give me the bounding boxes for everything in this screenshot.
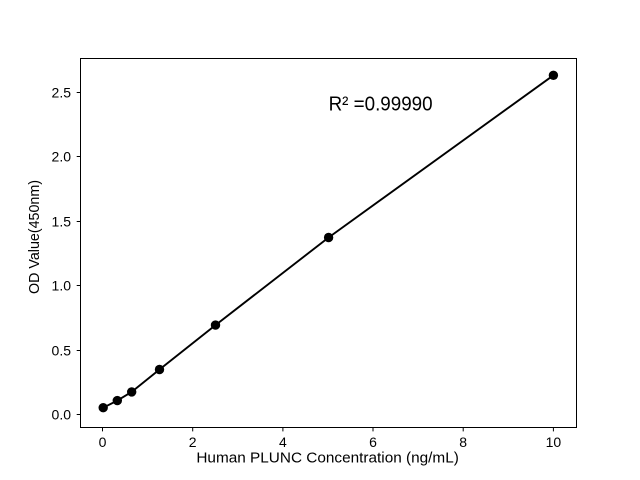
svg-text:0: 0 bbox=[99, 434, 107, 450]
svg-text:4: 4 bbox=[279, 434, 287, 450]
svg-text:10: 10 bbox=[546, 434, 562, 450]
svg-text:R² =0.99990: R² =0.99990 bbox=[329, 94, 433, 116]
svg-text:2: 2 bbox=[189, 434, 197, 450]
svg-text:6: 6 bbox=[369, 434, 377, 450]
svg-text:OD Value(450nm): OD Value(450nm) bbox=[26, 180, 43, 294]
svg-text:1.5: 1.5 bbox=[52, 214, 72, 230]
svg-text:8: 8 bbox=[459, 434, 467, 450]
svg-text:Human PLUNC Concentration (ng/: Human PLUNC Concentration (ng/mL) bbox=[196, 450, 459, 467]
svg-text:0.0: 0.0 bbox=[52, 407, 72, 423]
svg-text:1.0: 1.0 bbox=[52, 278, 72, 294]
svg-text:2.5: 2.5 bbox=[52, 85, 72, 101]
svg-text:2.0: 2.0 bbox=[52, 149, 72, 165]
svg-text:0.5: 0.5 bbox=[52, 343, 72, 359]
